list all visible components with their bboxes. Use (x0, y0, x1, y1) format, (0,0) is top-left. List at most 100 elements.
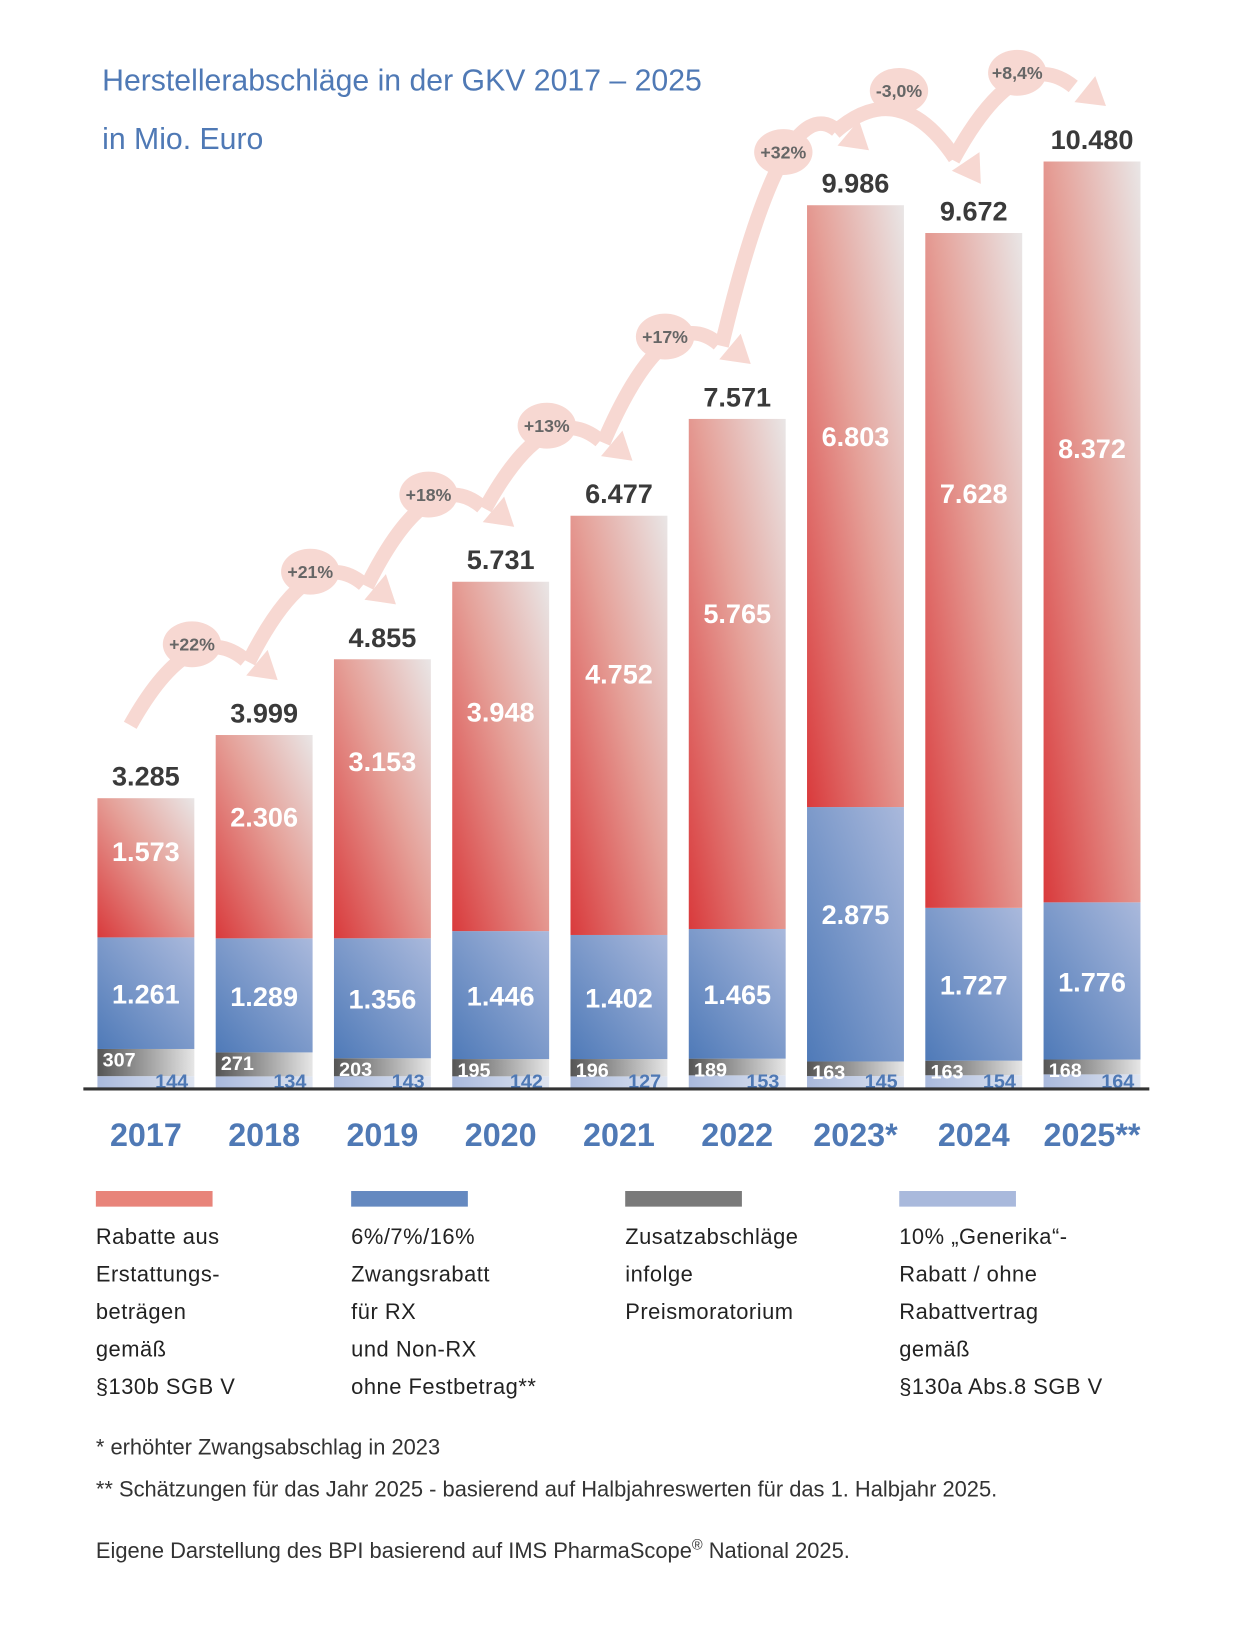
label-erstattung: 4.752 (585, 658, 653, 689)
bar-segment (1043, 902, 1141, 1060)
bar-segment (97, 1076, 195, 1089)
label-zwangsrabatt: 1.465 (703, 979, 771, 1010)
total-label: 10.480 (1051, 124, 1134, 155)
legend-item: Rabatte aus Erstattungs-beträgen gemäß §130… (95, 1191, 346, 1407)
bar-segment (452, 1076, 550, 1089)
source-text-end: National 2025. (702, 1539, 850, 1564)
total-label: 9.986 (822, 168, 890, 199)
legend-line: Preismoratorium (625, 1300, 794, 1325)
label-zusatz: 196 (576, 1060, 609, 1082)
legend-line: Rabatte aus (95, 1225, 220, 1250)
bar-segment (570, 515, 668, 935)
bar-segment (570, 1076, 668, 1089)
bar-segment (688, 418, 786, 929)
chart-title: Herstellerabschläge in der GKV 2017 – 20… (102, 64, 702, 98)
label-zwangsrabatt: 1.356 (349, 984, 417, 1015)
bar-segment (688, 928, 786, 1059)
total-label: 3.285 (112, 761, 180, 792)
bar-segment (97, 798, 195, 938)
growth-bubble (399, 471, 458, 518)
label-zusatz: 189 (694, 1059, 727, 1081)
legend-line: beträgen (95, 1300, 187, 1325)
stacked-bar-chart: +22%+21%+18%+13%+17%+32%-3,0%+8,4% 14430… (83, 49, 1150, 1153)
bar-segment (333, 1076, 431, 1089)
growth-label: +18% (406, 485, 452, 505)
x-tick-label: 2020 (465, 1117, 537, 1153)
bar-segment (688, 1058, 786, 1076)
growth-label: +32% (760, 142, 806, 162)
label-erstattung: 6.803 (822, 421, 890, 452)
label-zusatz: 271 (221, 1053, 254, 1075)
label-erstattung: 1.573 (112, 836, 180, 867)
bar-segment (1043, 1074, 1141, 1089)
label-erstattung: 3.153 (349, 746, 417, 777)
x-tick-label: 2025** (1044, 1117, 1141, 1153)
legend-line: Erstattungs- (95, 1262, 221, 1287)
label-zusatz: 195 (457, 1060, 490, 1082)
label-erstattung: 2.306 (230, 802, 298, 833)
legend-item: 6%/7%/16% Zwangsrabatt für RX und Non-RX ohn… (351, 1191, 601, 1407)
bar-segment (925, 1060, 1023, 1076)
bar-segment (807, 1076, 904, 1089)
bar-segment (1043, 161, 1141, 903)
label-zusatz: 307 (103, 1050, 136, 1072)
bar-segment (452, 581, 550, 932)
legend-label: Zusatzabschläge infolge Preismoratorium (625, 1219, 875, 1332)
legend-item: Zusatzabschläge infolge Preismoratorium (625, 1191, 875, 1332)
arrow-head-icon (1074, 76, 1107, 107)
growth-label: +17% (642, 327, 688, 347)
arrow-head-icon (837, 120, 870, 151)
total-label: 7.571 (703, 381, 771, 412)
label-zusatz: 203 (339, 1059, 372, 1081)
legend-line: §130a Abs.8 SGB V (899, 1375, 1103, 1400)
x-tick-label: 2022 (701, 1117, 773, 1153)
chart-subtitle: in Mio. Euro (102, 122, 264, 157)
legend-line: und Non-RX (351, 1337, 477, 1362)
label-erstattung: 5.765 (703, 598, 771, 629)
bar-segment (333, 938, 431, 1059)
growth-bubble (162, 621, 222, 668)
legend-label: Rabatte aus Erstattungs-beträgen gemäß §130… (96, 1219, 346, 1407)
arrow-head-icon (951, 152, 981, 184)
bar-segment (215, 1052, 313, 1077)
legend-label: 10% „Generika“- Rabatt / ohne Rabattvertra… (899, 1219, 1149, 1407)
bar-segment (97, 1048, 195, 1077)
legend-line: §130b SGB V (95, 1375, 236, 1400)
legend-line: 10% „Generika“- (899, 1225, 1068, 1250)
arrow-head-icon (719, 333, 751, 364)
label-erstattung: 3.948 (467, 696, 535, 727)
label-zusatz: 163 (812, 1062, 845, 1084)
bar-segment (925, 907, 1023, 1061)
label-zwangsrabatt: 1.402 (585, 982, 653, 1013)
bar-segment (570, 934, 668, 1060)
growth-bubble (869, 67, 929, 114)
legend-line: Zwangsrabatt (351, 1262, 490, 1287)
legend-line: infolge (625, 1262, 694, 1287)
legend-line: ohne Festbetrag** (351, 1375, 537, 1400)
bar-segment (688, 1075, 786, 1089)
legend-item: 10% „Generika“- Rabatt / ohne Rabattvertra… (899, 1191, 1149, 1407)
bar-segment (807, 807, 904, 1062)
bar-segment (925, 233, 1023, 908)
growth-label: +21% (287, 562, 333, 582)
arrow-head-icon (246, 649, 278, 681)
source-note: Eigene Darstellung des BPI basierend auf… (96, 1536, 850, 1564)
growth-label: +13% (524, 416, 570, 436)
label-zwangsrabatt: 1.446 (467, 981, 535, 1012)
bar-segment (452, 1059, 550, 1077)
growth-label: +8,4% (992, 63, 1043, 83)
bar-segment (333, 659, 431, 939)
registered-mark: ® (691, 1535, 703, 1553)
bar-segment (333, 1058, 431, 1077)
arrow-head-icon (482, 496, 515, 527)
x-tick-label: 2021 (583, 1117, 655, 1153)
bar-segment (215, 938, 313, 1053)
label-erstattung: 8.372 (1058, 433, 1126, 464)
legend-swatch (95, 1191, 213, 1207)
arrow-head-icon (601, 430, 633, 461)
bar-segment (215, 735, 313, 939)
label-zwangsrabatt: 1.261 (112, 979, 180, 1010)
bar-segment (97, 937, 195, 1049)
bar-segment (1043, 1059, 1141, 1075)
bar-segment (807, 205, 904, 808)
